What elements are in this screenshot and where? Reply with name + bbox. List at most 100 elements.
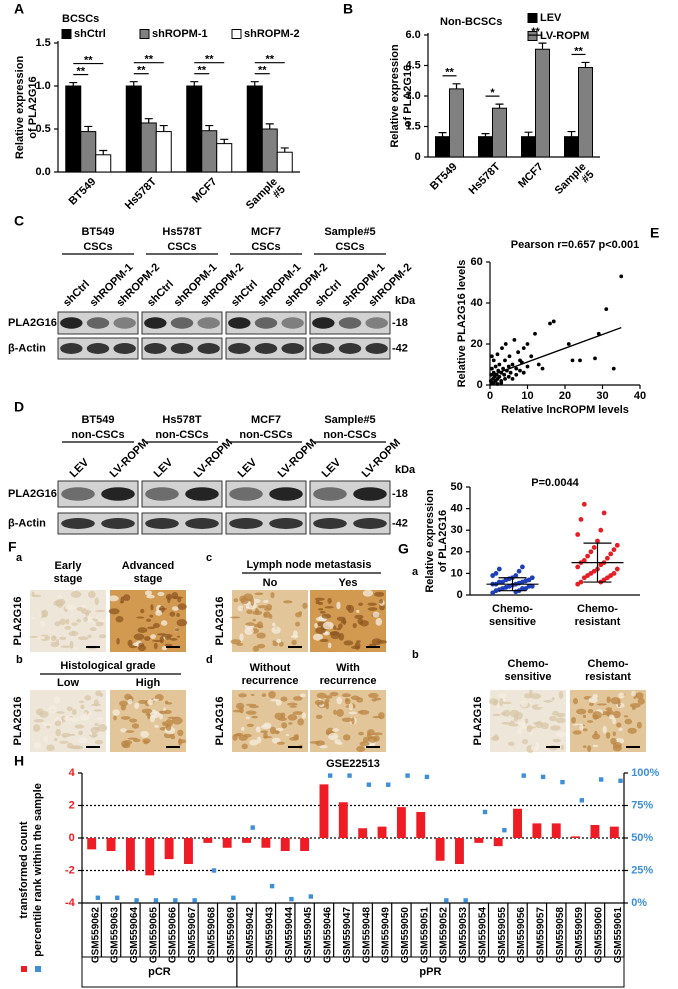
tissue-texture [144, 636, 151, 641]
tissue-texture [246, 723, 254, 727]
tissue-texture [236, 702, 245, 710]
x-tick-label: GSM559068 [206, 907, 217, 964]
tissue-texture [610, 737, 617, 745]
tissue-texture [276, 741, 285, 745]
tissue-texture [358, 709, 370, 715]
blot-band [144, 317, 167, 329]
image-header: Without recurrence [242, 662, 299, 687]
lane-label: shCtrl [313, 278, 344, 309]
y-tick-label: 1.5 [406, 120, 421, 132]
tissue-texture [624, 718, 633, 725]
error-bar [99, 149, 108, 155]
bar [358, 828, 368, 838]
tissue-texture [261, 693, 267, 697]
label-line: sensitive [489, 616, 536, 628]
tissue-texture [176, 635, 181, 638]
bar [455, 838, 464, 864]
label-line: Chemo- [577, 603, 618, 615]
y-tick-label: 20 [451, 546, 463, 558]
bar [246, 85, 263, 173]
point [493, 364, 498, 369]
point [506, 364, 511, 369]
tissue-texture [141, 708, 153, 714]
point [493, 571, 499, 576]
bar [492, 107, 507, 158]
tissue-texture [41, 609, 49, 618]
label-line: Hs578T [123, 175, 159, 211]
legend-swatch [139, 29, 150, 39]
point [593, 356, 597, 361]
tissue-texture [608, 714, 615, 720]
panel-letter: G [398, 541, 409, 557]
blot-band [145, 487, 179, 501]
point [495, 352, 500, 357]
size-marker: -42 [392, 342, 408, 354]
y-tick-label: 0.5 [36, 123, 51, 135]
scale-bar [366, 746, 380, 748]
group-title: non-CSCs [323, 429, 376, 441]
tissue-texture [555, 731, 566, 737]
x-tick-label: MCF7 [190, 176, 220, 206]
tissue-texture [572, 697, 579, 705]
legend-label: LV-ROPM [540, 30, 589, 42]
label-line: No [263, 577, 278, 589]
error-bar [581, 61, 590, 68]
panel-letter: E [650, 225, 659, 241]
tissue-texture [275, 730, 279, 734]
tissue-texture [250, 598, 255, 606]
image-header: Yes [339, 577, 358, 589]
tissue-texture [98, 634, 107, 639]
tissue-texture [617, 699, 621, 708]
tissue-texture [33, 742, 42, 749]
error-bar [280, 147, 289, 153]
bar [396, 807, 406, 838]
bar [125, 85, 142, 173]
label-line: Advanced [122, 560, 175, 572]
tissue-texture [338, 623, 343, 629]
group-title: BT549 [81, 226, 114, 238]
tissue-texture [108, 595, 119, 602]
error-bar [205, 124, 214, 131]
tissue-texture [245, 710, 257, 715]
tissue-texture [265, 604, 273, 610]
tissue-texture [246, 606, 250, 609]
point [548, 321, 552, 326]
tissue-texture [252, 645, 260, 652]
tissue-texture [587, 708, 594, 714]
label-line: BT549 [428, 161, 460, 193]
blot-band [61, 518, 95, 529]
tissue-texture [83, 616, 88, 622]
tissue-texture [532, 721, 543, 725]
tissue-texture [356, 697, 364, 703]
tissue-texture [89, 627, 97, 632]
label-line: MCF7 [516, 161, 546, 191]
trend-line [489, 326, 622, 377]
tissue-texture [46, 744, 55, 752]
tissue-texture [516, 728, 523, 735]
tissue-texture [367, 607, 378, 611]
tissue-texture [29, 635, 39, 638]
blot-band [312, 343, 335, 354]
row-label: β-Actin [8, 342, 46, 354]
significance-label: ** [144, 54, 153, 66]
blot-band [144, 343, 167, 354]
point [516, 350, 521, 355]
tissue-texture [325, 701, 330, 710]
x-tick-label: GSM559048 [361, 907, 372, 964]
point [588, 549, 594, 555]
point [502, 828, 507, 833]
tissue-texture [367, 602, 377, 606]
x-tick-label: GSM559046 [323, 907, 334, 964]
bar [435, 136, 450, 158]
tissue-texture [592, 744, 599, 748]
point [491, 381, 496, 385]
point [591, 545, 597, 550]
tissue-texture [65, 618, 70, 625]
bar [280, 838, 290, 851]
tissue-texture [133, 642, 139, 647]
tissue-texture [543, 699, 553, 703]
y-tick-label: -2 [65, 864, 75, 876]
point [533, 331, 537, 336]
tissue-texture [592, 714, 599, 720]
tissue-texture [500, 712, 506, 716]
